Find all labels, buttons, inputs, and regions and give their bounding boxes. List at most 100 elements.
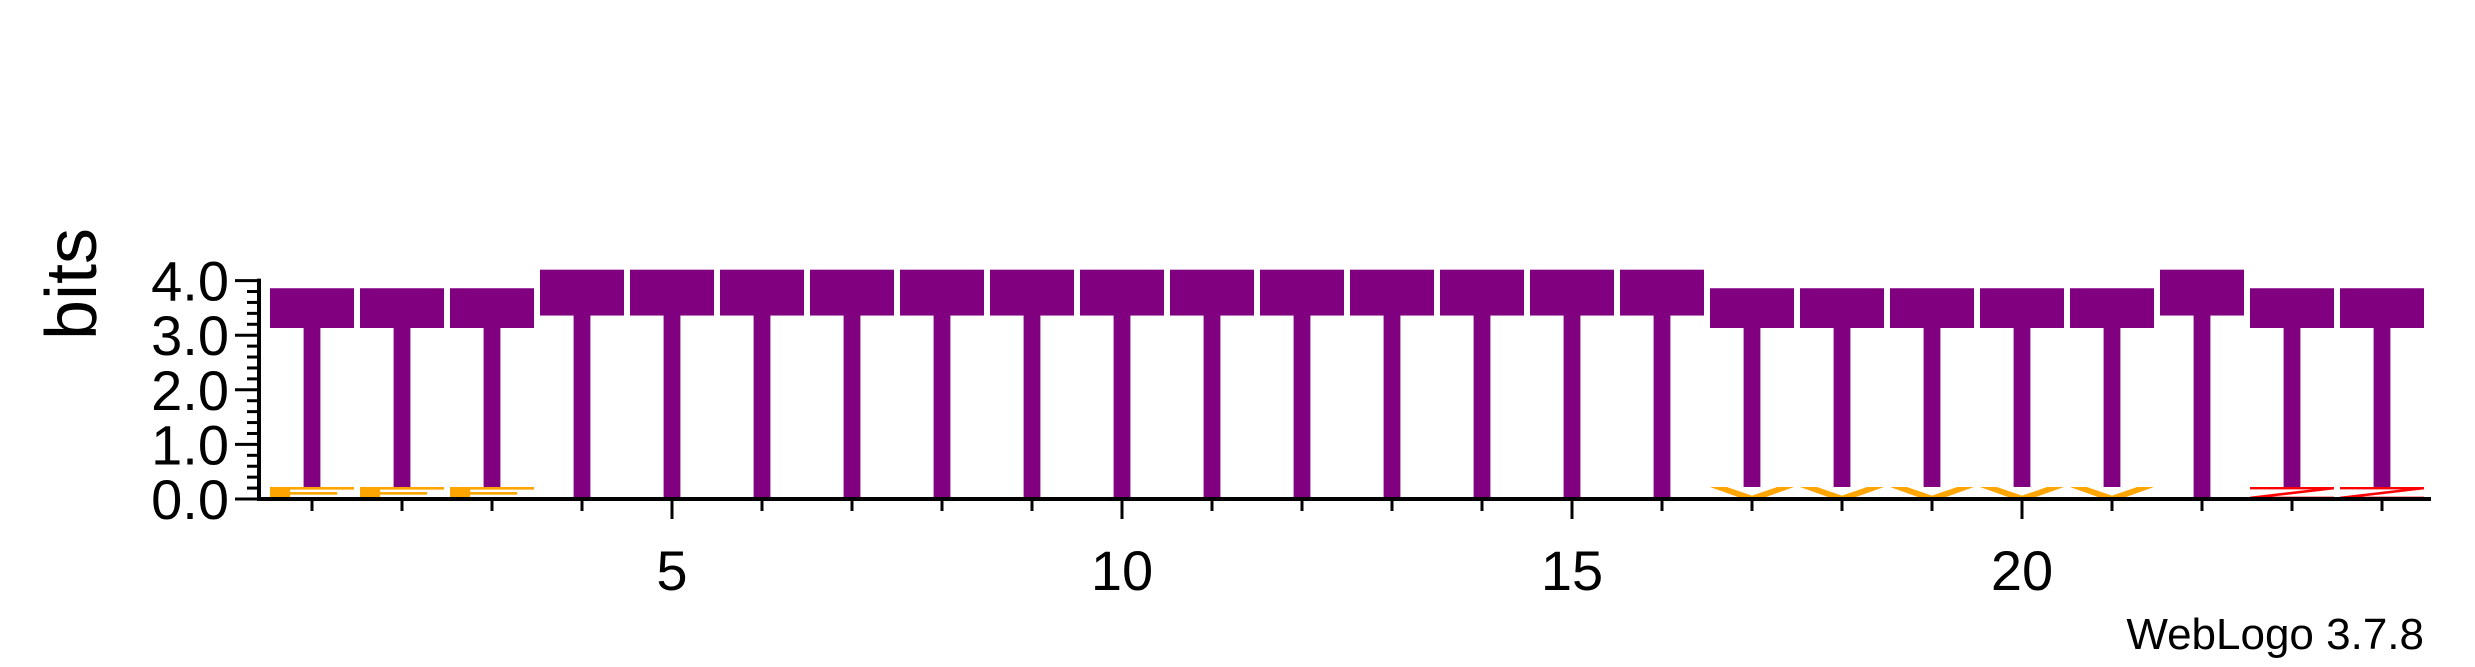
logo-column-13 (1350, 269, 1434, 499)
y-tick-label: 1.0 (151, 413, 229, 476)
logo-column-15 (1530, 269, 1614, 499)
glyph-t (1620, 269, 1704, 499)
glyph-v (1980, 486, 2064, 499)
glyph-v-shape (2070, 486, 2154, 499)
logo-column-24 (2340, 288, 2424, 499)
glyph-t-stem (1293, 314, 1311, 499)
glyph-t-stem (1473, 314, 1491, 499)
glyph-t-bar (540, 269, 624, 316)
glyph-t (810, 269, 894, 499)
glyph-t-stem (1203, 314, 1221, 499)
glyph-t-stem (1653, 314, 1671, 499)
glyph-t (1710, 288, 1794, 487)
glyph-t-bar (1620, 269, 1704, 316)
glyph-t-bar (1350, 269, 1434, 316)
glyph-t-bar (900, 269, 984, 316)
logo-column-16 (1620, 269, 1704, 499)
glyph-z-shape (2250, 486, 2334, 499)
axis-layer: 0.01.02.03.04.0 5 10 15 20 (151, 250, 2431, 602)
glyph-f (450, 486, 534, 499)
x-tick-label: 10 (1091, 539, 1153, 602)
glyph-t (450, 288, 534, 487)
glyph-f (360, 486, 444, 499)
logo-column-11 (1170, 269, 1254, 499)
glyph-t-stem (483, 326, 501, 487)
glyph-t (990, 269, 1074, 499)
glyph-t (540, 269, 624, 499)
glyph-t-stem (2193, 314, 2211, 499)
glyph-t-stem (2103, 326, 2121, 487)
glyph-v (1890, 486, 1974, 499)
glyph-f-mid (360, 492, 428, 495)
glyph-t (1080, 269, 1164, 499)
logo-column-22 (2160, 269, 2244, 499)
glyph-t (1800, 288, 1884, 487)
glyph-t-bar (1980, 288, 2064, 328)
glyph-t-stem (1833, 326, 1851, 487)
glyph-t-stem (393, 326, 411, 487)
glyph-t-bar (2070, 288, 2154, 328)
glyph-t-stem (1383, 314, 1401, 499)
y-axis-label: bits (32, 228, 112, 340)
glyph-t (2070, 288, 2154, 487)
glyph-t-bar (990, 269, 1074, 316)
glyph-f-mid (270, 492, 338, 495)
x-tick-label: 15 (1541, 539, 1603, 602)
weblogo-credit: WebLogo 3.7.8 (2126, 610, 2424, 659)
glyph-t (900, 269, 984, 499)
glyph-t-stem (753, 314, 771, 499)
glyph-v (1800, 486, 1884, 499)
glyph-v-shape (1980, 486, 2064, 499)
glyph-t-stem (1923, 326, 1941, 487)
glyph-z (2340, 486, 2424, 499)
logo-column-8 (900, 269, 984, 499)
glyph-t (2340, 288, 2424, 487)
logo-column-17 (1710, 288, 1794, 499)
glyph-t (1170, 269, 1254, 499)
y-tick-label: 4.0 (151, 250, 229, 313)
glyph-t-bar (1260, 269, 1344, 316)
glyph-t-stem (2013, 326, 2031, 487)
glyph-f-mid (450, 492, 518, 495)
glyph-t-bar (360, 288, 444, 328)
glyph-t-bar (2340, 288, 2424, 328)
glyph-t-bar (2160, 269, 2244, 316)
glyph-t-stem (1743, 326, 1761, 487)
glyph-t-stem (1023, 314, 1041, 499)
glyph-t-bar (1080, 269, 1164, 316)
glyph-f-top (450, 486, 534, 490)
logo-column-7 (810, 269, 894, 499)
glyph-t-stem (933, 314, 951, 499)
glyph-v-shape (1800, 486, 1884, 499)
glyph-f-top (270, 486, 354, 490)
logo-column-19 (1890, 288, 1974, 499)
glyph-t (630, 269, 714, 499)
y-tick-label: 3.0 (151, 304, 229, 367)
glyph-t-stem (1563, 314, 1581, 499)
glyph-z-shape (2340, 486, 2424, 499)
y-tick-label: 0.0 (151, 468, 229, 531)
glyph-t-stem (2283, 326, 2301, 487)
glyph-t (1440, 269, 1524, 499)
logo-column-14 (1440, 269, 1524, 499)
glyph-t (2250, 288, 2334, 487)
glyph-z (2250, 486, 2334, 499)
glyph-t-bar (2250, 288, 2334, 328)
glyph-t-bar (1170, 269, 1254, 316)
logo-column-20 (1980, 288, 2064, 499)
glyph-t-bar (1530, 269, 1614, 316)
logo-column-21 (2070, 288, 2154, 499)
glyph-t-bar (1440, 269, 1524, 316)
logo-column-1 (270, 288, 354, 499)
glyph-t (2160, 269, 2244, 499)
glyph-f (270, 486, 354, 499)
logo-column-23 (2250, 288, 2334, 499)
x-tick-label: 5 (656, 539, 687, 602)
glyph-t-bar (450, 288, 534, 328)
glyph-t (360, 288, 444, 487)
logo-column-6 (720, 269, 804, 499)
logo-column-12 (1260, 269, 1344, 499)
logo-column-10 (1080, 269, 1164, 499)
glyph-t (720, 269, 804, 499)
